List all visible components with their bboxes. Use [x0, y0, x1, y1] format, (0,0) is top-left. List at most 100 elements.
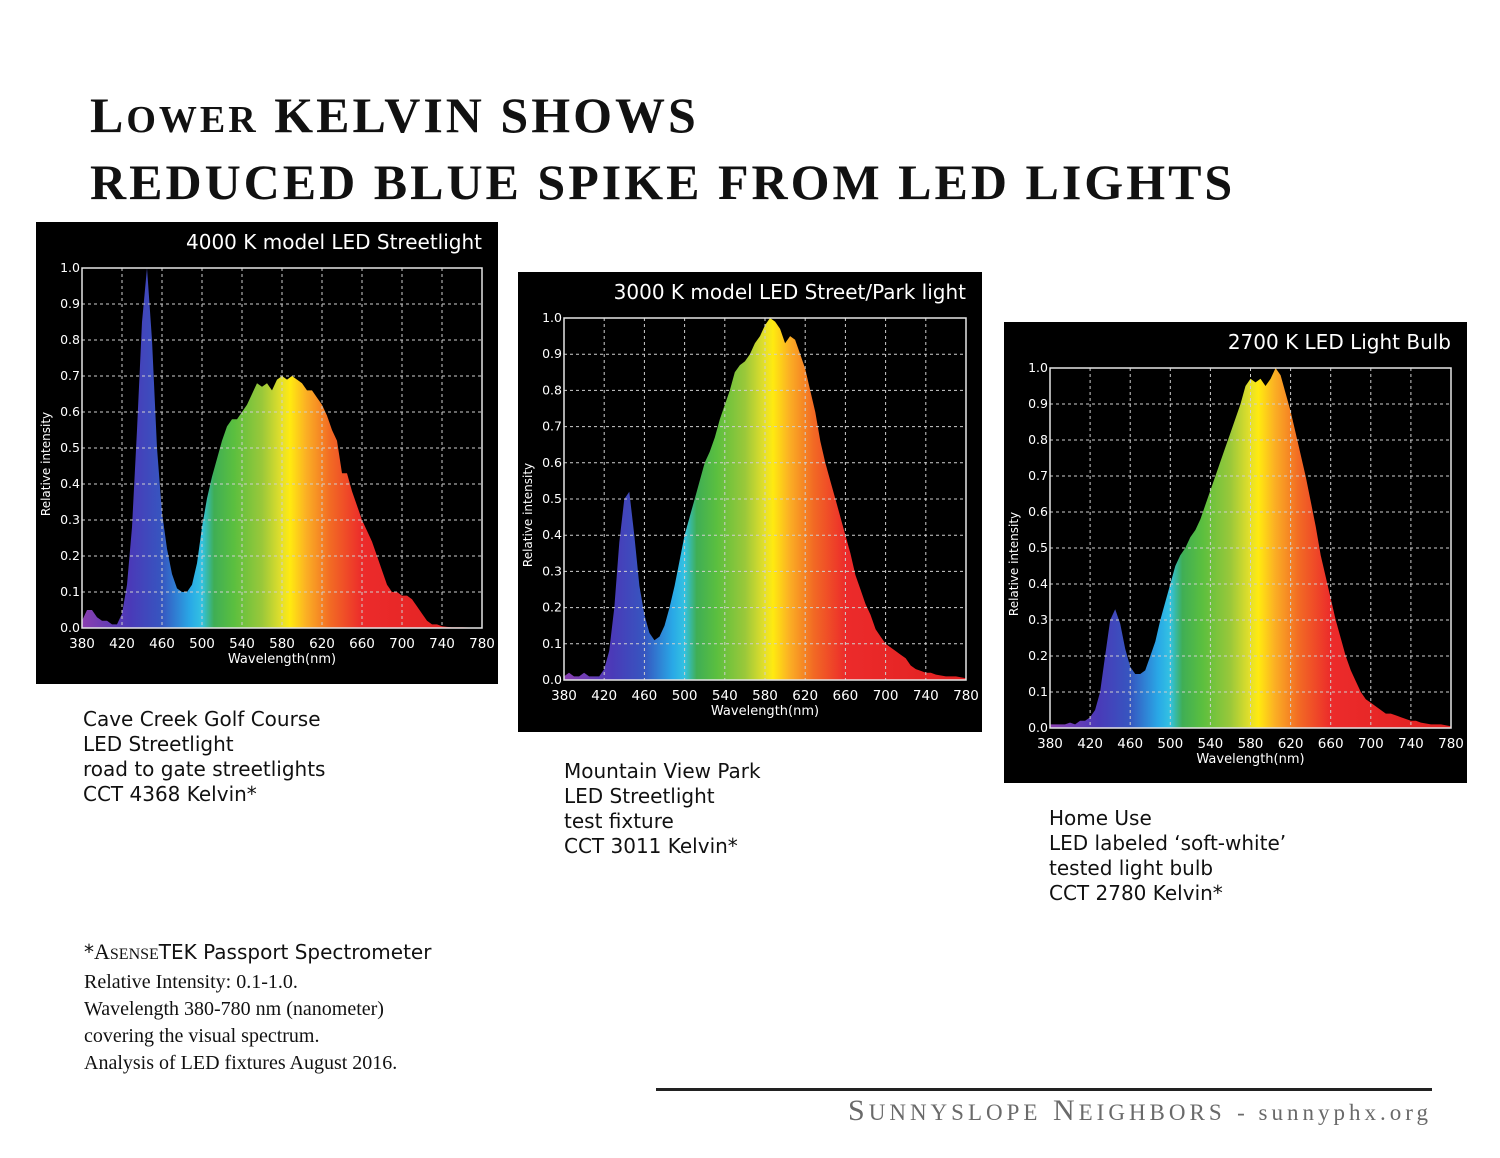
caption-4000k: Cave Creek Golf Course LED Streetlight r…: [83, 707, 325, 807]
x-tick-label: 580: [1238, 736, 1264, 752]
y-tick-label: 0.8: [542, 382, 562, 397]
caption-line: road to gate streetlights: [83, 757, 326, 781]
y-tick-label: 0.0: [1028, 720, 1048, 735]
x-tick-label: 540: [1198, 736, 1224, 752]
chart-panel-2700k: 2700 K LED Light Bulb 380 420 460 500 540 580 6…: [1004, 322, 1467, 783]
x-tick-label: 500: [672, 688, 698, 704]
y-tick-label: 0.7: [542, 419, 562, 434]
x-tick-label: 420: [591, 688, 617, 704]
y-tick-label: 0.9: [1028, 396, 1048, 411]
y-tick-label: 0.1: [542, 636, 562, 651]
title-line-1: LOWER KELVIN SHOWS: [90, 87, 699, 143]
y-axis-label: Relative intensity: [521, 463, 535, 567]
x-tick-label: 380: [1037, 736, 1063, 752]
y-tick-label: 1.0: [60, 260, 80, 275]
chart-title: 4000 K model LED Streetlight: [186, 230, 482, 254]
note-line: covering the visual spectrum.: [84, 1025, 320, 1047]
plot-frame: [1049, 367, 1452, 729]
x-tick-label: 460: [1117, 736, 1143, 752]
y-tick-label: 0.1: [1028, 684, 1048, 699]
x-tick-label: 780: [1438, 736, 1464, 752]
x-tick-label: 660: [349, 636, 375, 652]
y-tick-label: 0.4: [60, 476, 80, 491]
x-tick-label: 700: [873, 688, 899, 704]
y-tick-label: 0.5: [542, 491, 562, 506]
x-axis-label: Wavelength(nm): [228, 652, 336, 667]
y-tick-label: 0.0: [60, 620, 80, 635]
x-tick-label: 780: [953, 688, 979, 704]
y-tick-label: 0.8: [1028, 432, 1048, 447]
chart-panel-3000k: 3000 K model LED Street/Park light 380 420…: [518, 272, 982, 732]
x-tick-label: 380: [551, 688, 577, 704]
y-tick-label: 0.7: [60, 368, 80, 383]
note-line: Wavelength 380-780 nm (nanometer): [84, 998, 384, 1020]
note-line: Analysis of LED fixtures August 2016.: [84, 1052, 398, 1074]
y-tick-label: 0.2: [60, 548, 80, 563]
page-title: LOWER KELVIN SHOWS REDUCED BLUE SPIKE FR…: [90, 84, 1235, 213]
x-tick-label: 420: [1077, 736, 1103, 752]
caption-line: Cave Creek Golf Course: [83, 707, 321, 731]
x-tick-label: 500: [1157, 736, 1183, 752]
y-tick-label: 0.3: [1028, 612, 1048, 627]
y-tick-label: 0.4: [1028, 576, 1048, 591]
y-axis-label: Relative intensity: [39, 412, 53, 516]
y-tick-label: 0.2: [1028, 648, 1048, 663]
y-tick-label: 1.0: [1028, 360, 1048, 375]
caption-3000k: Mountain View Park LED Streetlight test …: [564, 759, 761, 859]
note-heading: *ASENSETEK Passport Spectrometer: [84, 939, 432, 964]
y-tick-label: 0.7: [1028, 468, 1048, 483]
x-tick-label: 420: [109, 636, 135, 652]
y-tick-label: 0.0: [542, 672, 562, 687]
caption-line: LED Streetlight: [564, 784, 715, 808]
chart-panel-4000k: 4000 K model LED Streetlight 380 420 460 500…: [36, 222, 498, 684]
chart-2700k-svg: 2700 K LED Light Bulb 380 420 460 500 540 580 6…: [1007, 330, 1464, 767]
plot-frame: [563, 317, 967, 681]
caption-line: Home Use: [1049, 806, 1152, 830]
chart-3000k-svg: 3000 K model LED Street/Park light 380 420…: [521, 280, 979, 719]
x-tick-label: 780: [469, 636, 495, 652]
x-tick-label: 620: [792, 688, 818, 704]
note-line: Relative Intensity: 0.1-1.0.: [84, 971, 298, 993]
chart-4000k-svg: 4000 K model LED Streetlight 380 420 460 500…: [39, 230, 495, 667]
x-tick-label: 460: [632, 688, 658, 704]
x-axis-label: Wavelength(nm): [711, 704, 819, 719]
x-tick-label: 740: [913, 688, 939, 704]
y-tick-label: 1.0: [542, 310, 562, 325]
x-tick-label: 460: [149, 636, 175, 652]
caption-2700k: Home Use LED labeled ‘soft-white’ tested…: [1049, 806, 1286, 906]
caption-line: tested light bulb: [1049, 856, 1214, 880]
y-tick-label: 0.5: [1028, 540, 1048, 555]
x-tick-label: 540: [712, 688, 738, 704]
y-tick-label: 0.5: [60, 440, 80, 455]
plot-frame: [81, 267, 483, 629]
x-tick-label: 580: [269, 636, 295, 652]
y-tick-label: 0.9: [542, 346, 562, 361]
x-tick-label: 740: [1398, 736, 1424, 752]
x-tick-label: 620: [309, 636, 335, 652]
chart-title: 2700 K LED Light Bulb: [1228, 330, 1451, 354]
y-tick-label: 0.8: [60, 332, 80, 347]
x-tick-label: 500: [189, 636, 215, 652]
x-tick-label: 660: [1318, 736, 1344, 752]
x-tick-label: 700: [1358, 736, 1384, 752]
caption-line: CCT 3011 Kelvin*: [564, 834, 738, 858]
caption-line: CCT 2780 Kelvin*: [1049, 881, 1223, 905]
caption-line: LED labeled ‘soft-white’: [1049, 831, 1287, 855]
x-tick-label: 380: [69, 636, 95, 652]
y-tick-label: 0.6: [1028, 504, 1048, 519]
x-tick-label: 660: [833, 688, 859, 704]
x-tick-label: 580: [752, 688, 778, 704]
y-tick-label: 0.4: [542, 527, 562, 542]
chart-title: 3000 K model LED Street/Park light: [614, 280, 966, 304]
methodology-note: *ASENSETEK Passport Spectrometer Relativ…: [84, 938, 431, 1077]
y-tick-label: 0.3: [60, 512, 80, 527]
footer-rule: [656, 1088, 1432, 1091]
x-tick-label: 700: [389, 636, 415, 652]
y-tick-label: 0.2: [542, 600, 562, 615]
y-tick-label: 0.3: [542, 563, 562, 578]
y-tick-label: 0.6: [60, 404, 80, 419]
x-tick-label: 740: [429, 636, 455, 652]
caption-line: Mountain View Park: [564, 759, 761, 783]
x-tick-label: 540: [229, 636, 255, 652]
footer-credit: SUNNYSLOPE NEIGHBORS - sunnyphx.org: [848, 1094, 1432, 1127]
